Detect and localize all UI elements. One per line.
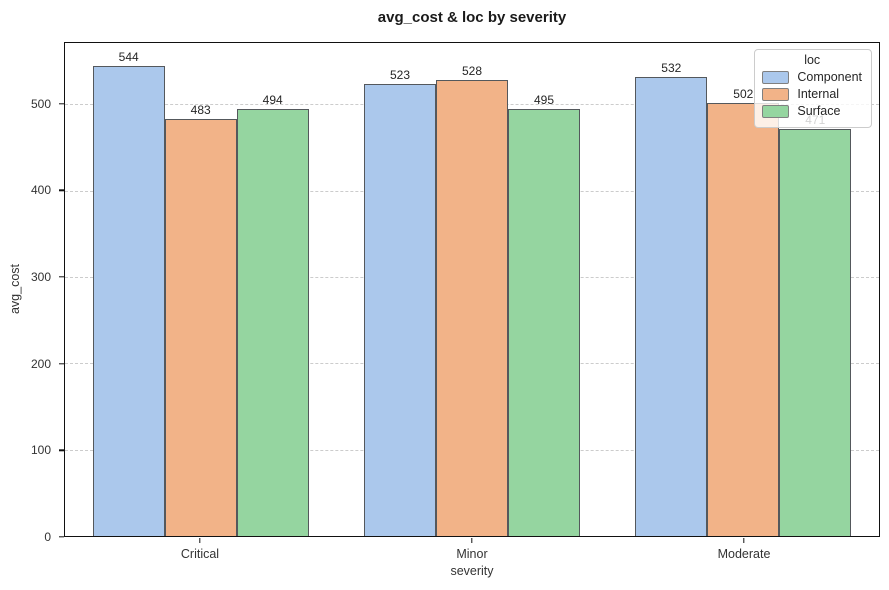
chart-title: avg_cost & loc by severity — [377, 9, 567, 26]
legend-item-label: Surface — [797, 104, 841, 119]
bar-col-surface-moderate: 471 — [779, 43, 852, 536]
y-tick-label: 200 — [30, 356, 51, 371]
bar-value-label: 502 — [733, 86, 754, 101]
legend-items: Component Internal Surface — [762, 71, 862, 118]
legend-swatch-surface — [762, 105, 790, 118]
bar-group-critical: 544 483 494 — [65, 43, 336, 536]
bar-group-minor: 523 528 495 — [336, 43, 607, 536]
bar-surface-moderate — [779, 129, 852, 536]
bar-value-label: 544 — [118, 50, 139, 65]
bar-col-component-critical: 544 — [92, 43, 165, 536]
bar-value-label: 528 — [461, 64, 482, 79]
x-tick-label-critical: Critical — [180, 547, 220, 561]
legend-title: loc — [804, 53, 821, 67]
x-tick-label-minor: Minor — [456, 547, 488, 561]
y-tick-mark — [59, 102, 64, 105]
x-tick-label-moderate: Moderate — [717, 547, 771, 561]
bar-internal-moderate — [707, 102, 780, 536]
y-tick-mark — [59, 276, 64, 278]
y-tick-mark — [59, 536, 64, 538]
legend-swatch-component — [762, 71, 790, 84]
y-tick-mark — [59, 189, 64, 191]
x-axis-label: severity — [450, 564, 494, 578]
legend-item-surface: Surface — [762, 105, 862, 118]
bar-internal-minor — [435, 80, 508, 536]
x-tick-mark — [743, 538, 745, 543]
bar-component-minor — [363, 84, 436, 536]
bar-component-critical — [92, 66, 165, 536]
bar-col-internal-moderate: 502 — [707, 43, 780, 536]
bar-col-component-moderate: 532 — [635, 43, 708, 536]
plot-area: 544 483 494 523 528 495 532 502 471 loc Componen… — [64, 42, 880, 537]
x-axis: Critical Minor Moderate — [64, 537, 880, 573]
y-axis: 0 100 200 300 400 500 — [0, 42, 64, 543]
bar-value-label: 523 — [389, 68, 410, 83]
bar-surface-minor — [507, 108, 580, 536]
legend-item-label: Component — [797, 70, 862, 85]
x-tick-mark — [471, 538, 473, 543]
bar-col-surface-critical: 494 — [236, 43, 309, 536]
bar-value-label: 483 — [190, 102, 211, 117]
y-tick-label: 400 — [30, 183, 51, 198]
bar-group-moderate: 532 502 471 — [608, 43, 879, 536]
y-tick-label: 300 — [30, 269, 51, 284]
legend-item-component: Component — [762, 71, 862, 84]
legend-swatch-internal — [762, 88, 790, 101]
legend-item-label: Internal — [797, 87, 840, 102]
legend-item-internal: Internal — [762, 88, 862, 101]
bar-component-moderate — [635, 76, 708, 536]
bar-internal-critical — [164, 118, 237, 536]
bar-col-internal-minor: 528 — [435, 43, 508, 536]
bar-surface-critical — [236, 109, 309, 536]
y-tick-label: 500 — [30, 96, 51, 111]
legend: loc Component Internal Surface — [754, 49, 872, 128]
y-tick-label: 0 — [44, 530, 51, 544]
bar-col-internal-critical: 483 — [164, 43, 237, 536]
bars-layer: 544 483 494 523 528 495 532 502 471 — [65, 43, 879, 536]
bar-value-label: 494 — [262, 93, 283, 108]
bar-col-surface-minor: 495 — [507, 43, 580, 536]
bar-value-label: 495 — [533, 92, 554, 107]
y-tick-mark — [59, 362, 64, 365]
y-tick-label: 100 — [30, 443, 51, 458]
bar-value-label: 532 — [661, 60, 682, 75]
y-tick-mark — [59, 449, 64, 451]
x-tick-mark — [199, 538, 201, 543]
bar-col-component-minor: 523 — [363, 43, 436, 536]
